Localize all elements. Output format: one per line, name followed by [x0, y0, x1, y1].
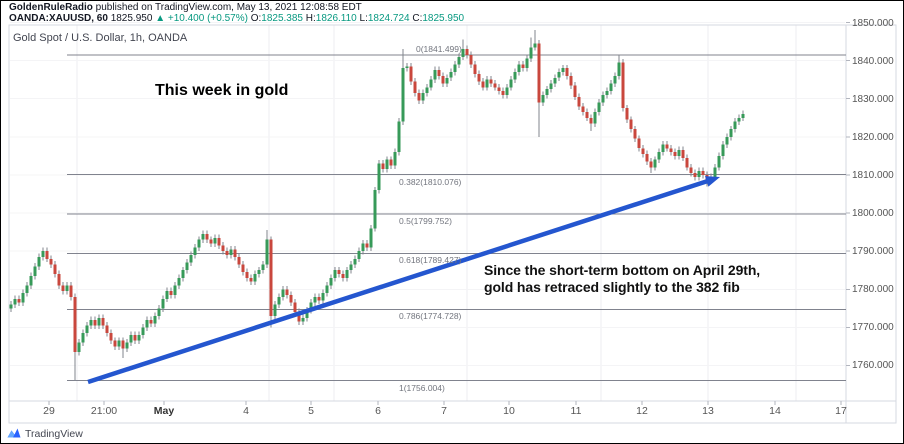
price-tick-label: 1820.000	[852, 131, 894, 143]
close-value: 1825.950	[422, 13, 465, 24]
annotation-retrace-line2: gold has retraced slightly to the 382 fi…	[484, 279, 740, 295]
high-value: 1826.110	[315, 13, 357, 24]
publish-meta: published on TradingView.com, May 13, 20…	[92, 2, 362, 13]
low-label: L:	[359, 13, 368, 24]
annotation-retrace-note: Since the short-term bottom on April 29t…	[484, 262, 760, 296]
fib-level-label: 0.382(1810.076)	[399, 176, 462, 187]
fib-level-label: 1(1756.004)	[399, 382, 445, 393]
price-tick-label: 1830.000	[852, 93, 894, 105]
time-tick-label: 14	[769, 405, 781, 417]
chart-legend-title: Gold Spot / U.S. Dollar, 1h, OANDA	[13, 32, 188, 44]
fib-level-label: 0.618(1789.427)	[399, 255, 462, 266]
publish-info: GoldenRuleRadio published on TradingView…	[9, 2, 362, 13]
grid-lines	[10, 22, 845, 401]
candles-series	[9, 30, 745, 381]
price-tick-label: 1810.000	[852, 169, 894, 181]
price-tick-label: 1790.000	[852, 246, 894, 258]
low-value: 1824.724	[367, 13, 410, 24]
close-label: C:	[412, 13, 423, 24]
price-tick-label: 1760.000	[852, 360, 894, 372]
symbol-name: OANDA:XAUUSD, 60	[9, 13, 108, 24]
annotation-retrace-line1: Since the short-term bottom on April 29t…	[484, 262, 761, 278]
time-tick-label: 17	[835, 405, 847, 417]
time-tick-label: 13	[702, 405, 714, 417]
time-tick-label: 7	[441, 405, 447, 417]
tradingview-logo-text: TradingView	[25, 427, 83, 440]
last-price: 1825.950	[110, 13, 153, 24]
price-change: ▲ +10.400 (+0.57%)	[155, 13, 248, 24]
time-tick-label: 10	[503, 405, 515, 417]
time-tick-label: 21:00	[90, 405, 118, 417]
tradingview-attribution[interactable]: TradingView	[7, 427, 83, 440]
time-tick-label: 4	[243, 405, 249, 417]
high-label: H:	[305, 13, 316, 24]
price-tick-label: 1770.000	[852, 322, 894, 334]
fib-level-label: 0(1841.499)	[416, 43, 462, 54]
time-tick-label: 6	[375, 405, 381, 417]
trend-arrow	[87, 176, 720, 385]
time-tick-label: 29	[43, 405, 55, 417]
price-tick-label: 1780.000	[852, 284, 894, 296]
chart-frame	[8, 22, 897, 424]
time-tick-label: 12	[636, 405, 648, 417]
price-tick-label: 1840.000	[852, 55, 894, 67]
price-tick-label: 1800.000	[852, 208, 894, 220]
author-name: GoldenRuleRadio	[9, 2, 93, 13]
time-tick-label: May	[153, 405, 175, 417]
time-tick-label: 11	[570, 405, 582, 417]
price-tick-label: 1850.000	[852, 17, 894, 29]
open-label: O:	[250, 13, 262, 24]
fib-level-label: 0.786(1774.728)	[399, 311, 462, 322]
annotation-this-week: This week in gold	[155, 82, 289, 99]
time-tick-label: 5	[308, 405, 314, 417]
fib-retracement-lines	[67, 54, 846, 382]
fib-level-label: 0.5(1799.752)	[399, 215, 452, 226]
symbol-quote-row: OANDA:XAUUSD, 60 1825.950 ▲ +10.400 (+0.…	[9, 13, 464, 24]
tradingview-logo-icon	[7, 428, 21, 438]
open-value: 1825.385	[261, 13, 303, 24]
